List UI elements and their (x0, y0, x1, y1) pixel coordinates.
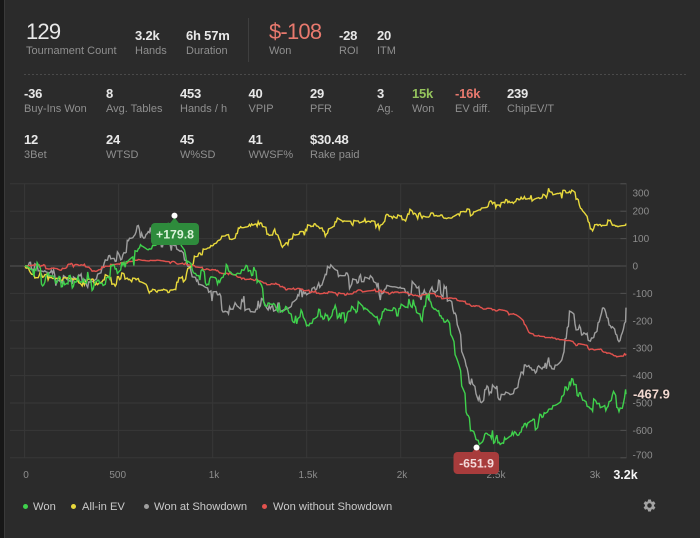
svg-text:300: 300 (633, 189, 650, 200)
svg-text:-651.9: -651.9 (459, 456, 494, 470)
svg-text:500: 500 (109, 470, 126, 481)
svg-text:1.5k: 1.5k (299, 470, 319, 481)
svg-text:-500: -500 (633, 399, 653, 410)
svg-text:-100: -100 (633, 289, 653, 300)
svg-text:-467.9: -467.9 (633, 387, 670, 402)
svg-text:200: 200 (633, 207, 650, 218)
svg-text:-300: -300 (633, 344, 653, 355)
svg-text:0: 0 (23, 470, 29, 481)
svg-text:1k: 1k (209, 470, 221, 481)
svg-text:-200: -200 (633, 316, 653, 327)
svg-text:-400: -400 (633, 371, 653, 382)
svg-text:2.5k: 2.5k (487, 470, 507, 481)
svg-text:3k: 3k (590, 470, 602, 481)
svg-text:-600: -600 (633, 426, 653, 437)
svg-text:3.2k: 3.2k (613, 468, 637, 482)
svg-text:2k: 2k (397, 470, 409, 481)
svg-text:+179.8: +179.8 (156, 227, 194, 241)
svg-text:100: 100 (633, 234, 650, 245)
svg-text:0: 0 (633, 262, 639, 273)
svg-text:-700: -700 (633, 451, 653, 462)
